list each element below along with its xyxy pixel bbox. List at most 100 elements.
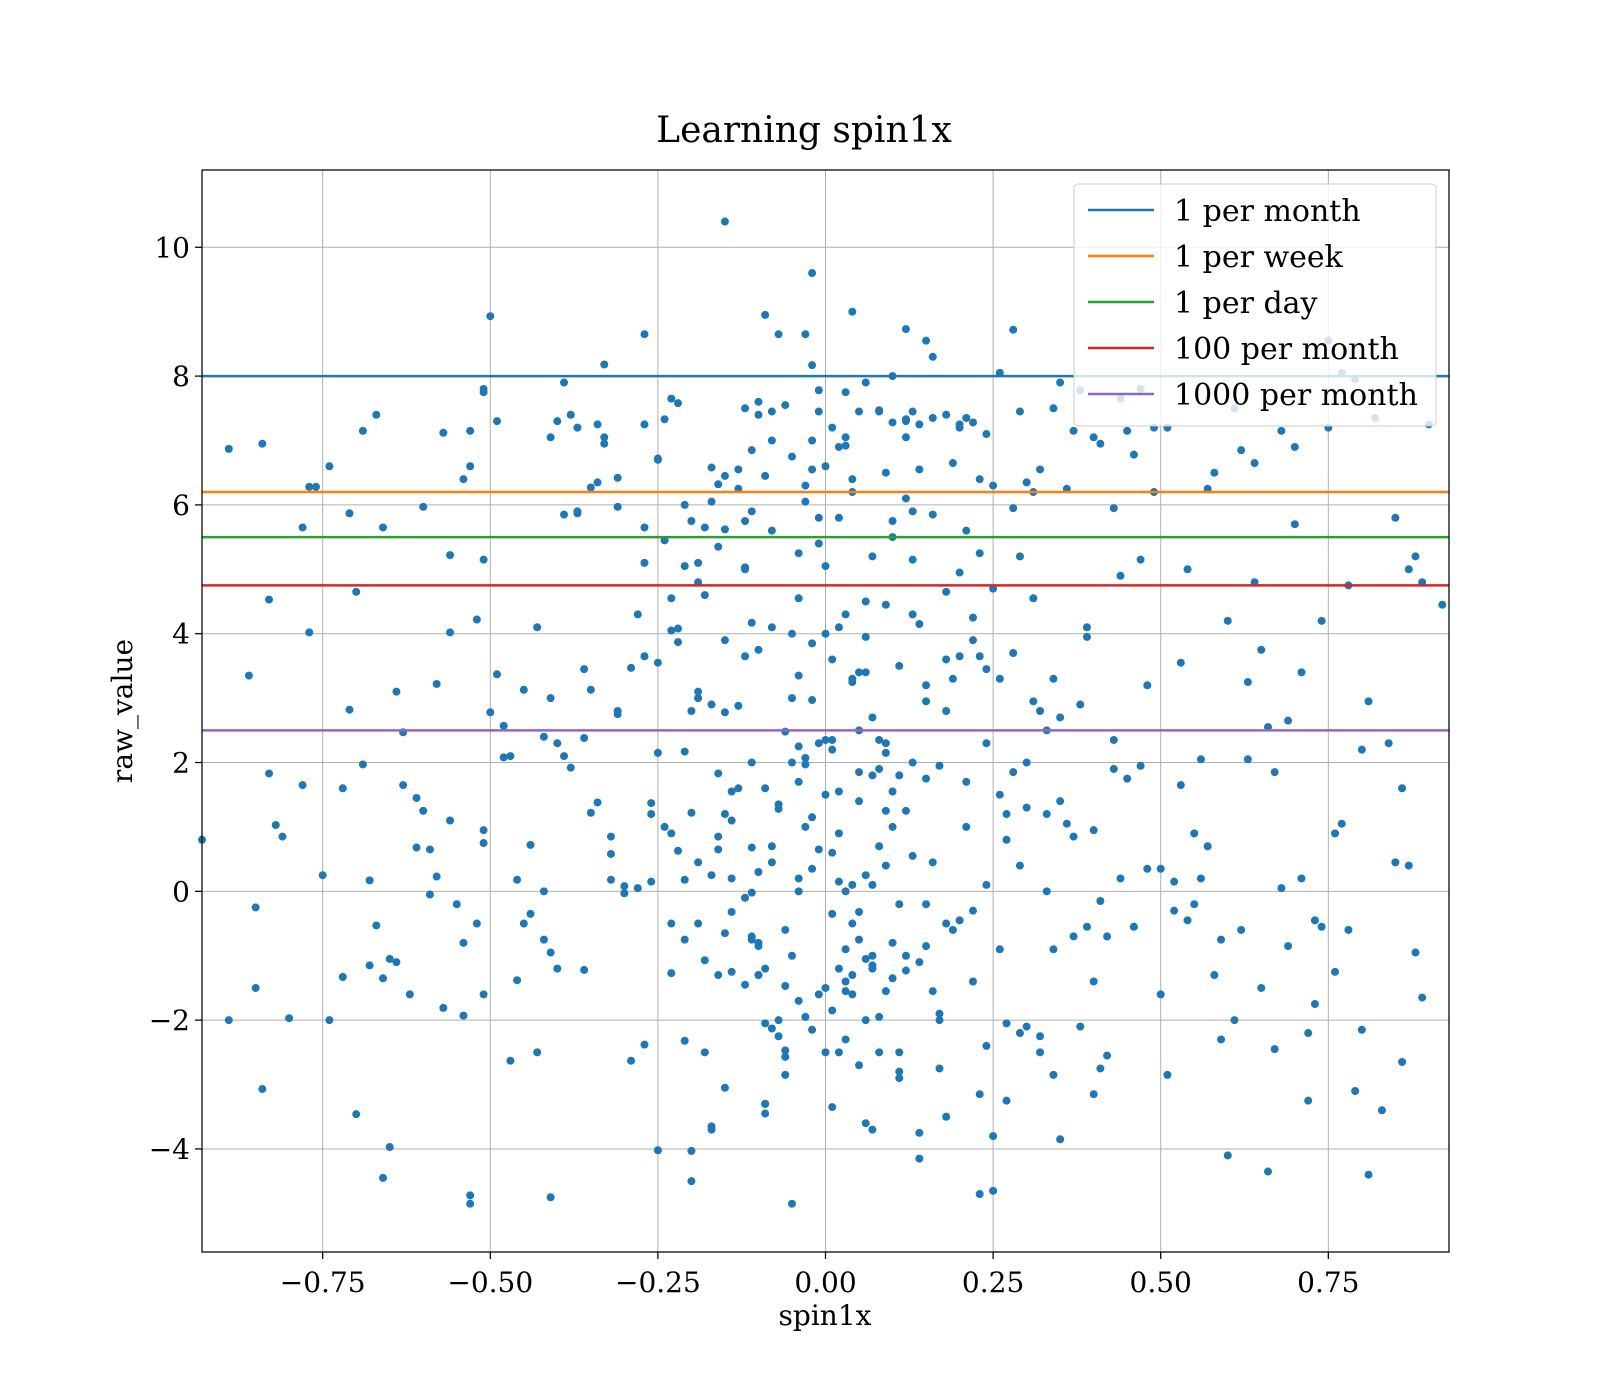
data-point bbox=[1364, 1170, 1373, 1179]
data-point bbox=[352, 1110, 361, 1119]
data-point bbox=[466, 426, 475, 435]
data-point bbox=[687, 517, 696, 526]
data-point bbox=[1270, 1045, 1279, 1054]
data-point bbox=[1170, 906, 1179, 915]
data-point bbox=[1163, 1070, 1172, 1079]
data-point bbox=[720, 525, 729, 534]
data-point bbox=[1009, 649, 1018, 658]
data-point bbox=[767, 1024, 776, 1033]
data-point bbox=[1116, 571, 1125, 580]
data-point bbox=[1317, 616, 1326, 625]
data-point bbox=[861, 597, 870, 606]
data-point bbox=[1082, 922, 1091, 931]
data-point bbox=[667, 829, 676, 838]
data-point bbox=[687, 1146, 696, 1155]
data-point bbox=[446, 816, 455, 825]
data-point bbox=[640, 420, 649, 429]
data-point bbox=[868, 961, 877, 970]
data-point bbox=[942, 1112, 951, 1121]
data-point bbox=[895, 1067, 904, 1076]
data-point bbox=[1217, 935, 1226, 944]
data-point bbox=[298, 523, 307, 532]
data-point bbox=[573, 507, 582, 516]
data-point bbox=[432, 679, 441, 688]
data-point bbox=[922, 942, 931, 951]
data-point bbox=[1089, 1090, 1098, 1099]
data-point bbox=[868, 880, 877, 889]
data-point bbox=[761, 1099, 770, 1108]
data-point bbox=[1076, 1022, 1085, 1031]
data-point bbox=[566, 763, 575, 772]
data-point bbox=[345, 509, 354, 518]
data-point bbox=[855, 797, 864, 806]
data-point bbox=[928, 987, 937, 996]
data-point bbox=[224, 444, 233, 453]
data-point bbox=[868, 771, 877, 780]
data-point bbox=[1250, 459, 1259, 468]
data-point bbox=[385, 954, 394, 963]
data-point bbox=[479, 555, 488, 564]
data-point bbox=[928, 352, 937, 361]
data-point bbox=[1284, 716, 1293, 725]
data-point bbox=[1357, 1025, 1366, 1034]
data-point bbox=[968, 906, 977, 915]
data-point bbox=[425, 845, 434, 854]
data-point bbox=[1257, 645, 1266, 654]
data-point bbox=[962, 526, 971, 535]
data-point bbox=[392, 958, 401, 967]
data-point bbox=[781, 1046, 790, 1055]
data-point bbox=[606, 832, 615, 841]
data-point bbox=[1116, 874, 1125, 883]
data-point bbox=[747, 932, 756, 941]
data-point bbox=[560, 510, 569, 519]
data-point bbox=[425, 890, 434, 899]
data-point bbox=[1096, 439, 1105, 448]
data-point bbox=[861, 1119, 870, 1128]
data-point bbox=[486, 708, 495, 717]
data-point bbox=[989, 1132, 998, 1141]
data-point bbox=[982, 430, 991, 439]
data-point bbox=[995, 674, 1004, 683]
data-point bbox=[928, 858, 937, 867]
data-point bbox=[787, 629, 796, 638]
data-point bbox=[781, 401, 790, 410]
data-point bbox=[667, 969, 676, 978]
data-point bbox=[667, 394, 676, 403]
data-point bbox=[787, 452, 796, 461]
data-point bbox=[466, 462, 475, 471]
data-point bbox=[861, 668, 870, 677]
data-point bbox=[834, 877, 843, 886]
data-point bbox=[901, 325, 910, 334]
data-point bbox=[412, 793, 421, 802]
data-point bbox=[881, 806, 890, 815]
data-point bbox=[848, 880, 857, 889]
data-point bbox=[794, 777, 803, 786]
x-tick-label: 0.75 bbox=[1297, 1266, 1359, 1299]
data-point bbox=[955, 568, 964, 577]
data-point bbox=[586, 483, 595, 492]
data-point bbox=[848, 475, 857, 484]
data-point bbox=[948, 925, 957, 934]
data-point bbox=[1277, 884, 1286, 893]
data-point bbox=[707, 463, 716, 472]
data-point bbox=[546, 694, 555, 703]
data-point bbox=[613, 710, 622, 719]
data-point bbox=[694, 858, 703, 867]
data-point bbox=[694, 558, 703, 567]
data-point bbox=[1398, 1058, 1407, 1067]
data-point bbox=[861, 871, 870, 880]
data-point bbox=[821, 562, 830, 571]
data-point bbox=[720, 929, 729, 938]
legend-label: 1 per month bbox=[1174, 194, 1361, 229]
data-point bbox=[1049, 674, 1058, 683]
data-point bbox=[707, 497, 716, 506]
data-point bbox=[948, 674, 957, 683]
data-point bbox=[667, 626, 676, 635]
data-point bbox=[714, 769, 723, 778]
data-point bbox=[1243, 678, 1252, 687]
data-point bbox=[1129, 450, 1138, 459]
data-point bbox=[674, 846, 683, 855]
data-point bbox=[975, 1090, 984, 1099]
data-point bbox=[848, 307, 857, 316]
data-point bbox=[787, 951, 796, 960]
